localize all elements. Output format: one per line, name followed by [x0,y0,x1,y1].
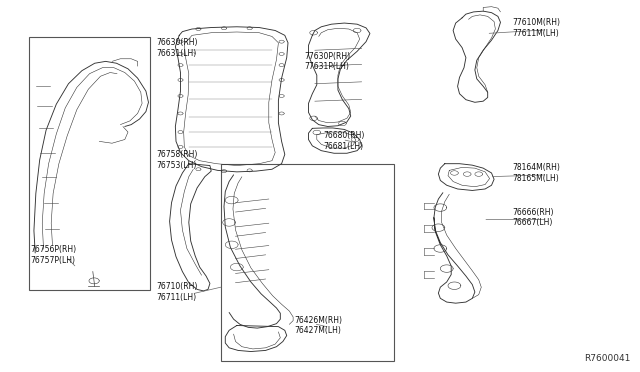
Text: 76680(RH)
76681(LH): 76680(RH) 76681(LH) [323,131,365,151]
Bar [29,37,150,290]
Text: R7600041: R7600041 [584,355,630,363]
Text: 77630P(RH)
77631P(LH): 77630P(RH) 77631P(LH) [304,51,350,71]
Bar [221,164,394,361]
Text: 76426M(RH)
76427M(LH): 76426M(RH) 76427M(LH) [294,315,342,336]
Text: 76666(RH)
76667(LH): 76666(RH) 76667(LH) [512,208,554,228]
Text: 76630(RH)
76631(LH): 76630(RH) 76631(LH) [157,38,198,58]
Text: 78164M(RH)
78165M(LH): 78164M(RH) 78165M(LH) [512,163,560,183]
Text: 76756P(RH)
76757P(LH): 76756P(RH) 76757P(LH) [31,245,77,265]
Text: 76710(RH)
76711(LH): 76710(RH) 76711(LH) [157,282,198,302]
Text: 76758(RH)
76753(LH): 76758(RH) 76753(LH) [157,150,198,170]
Text: 77610M(RH)
77611M(LH): 77610M(RH) 77611M(LH) [512,18,560,38]
